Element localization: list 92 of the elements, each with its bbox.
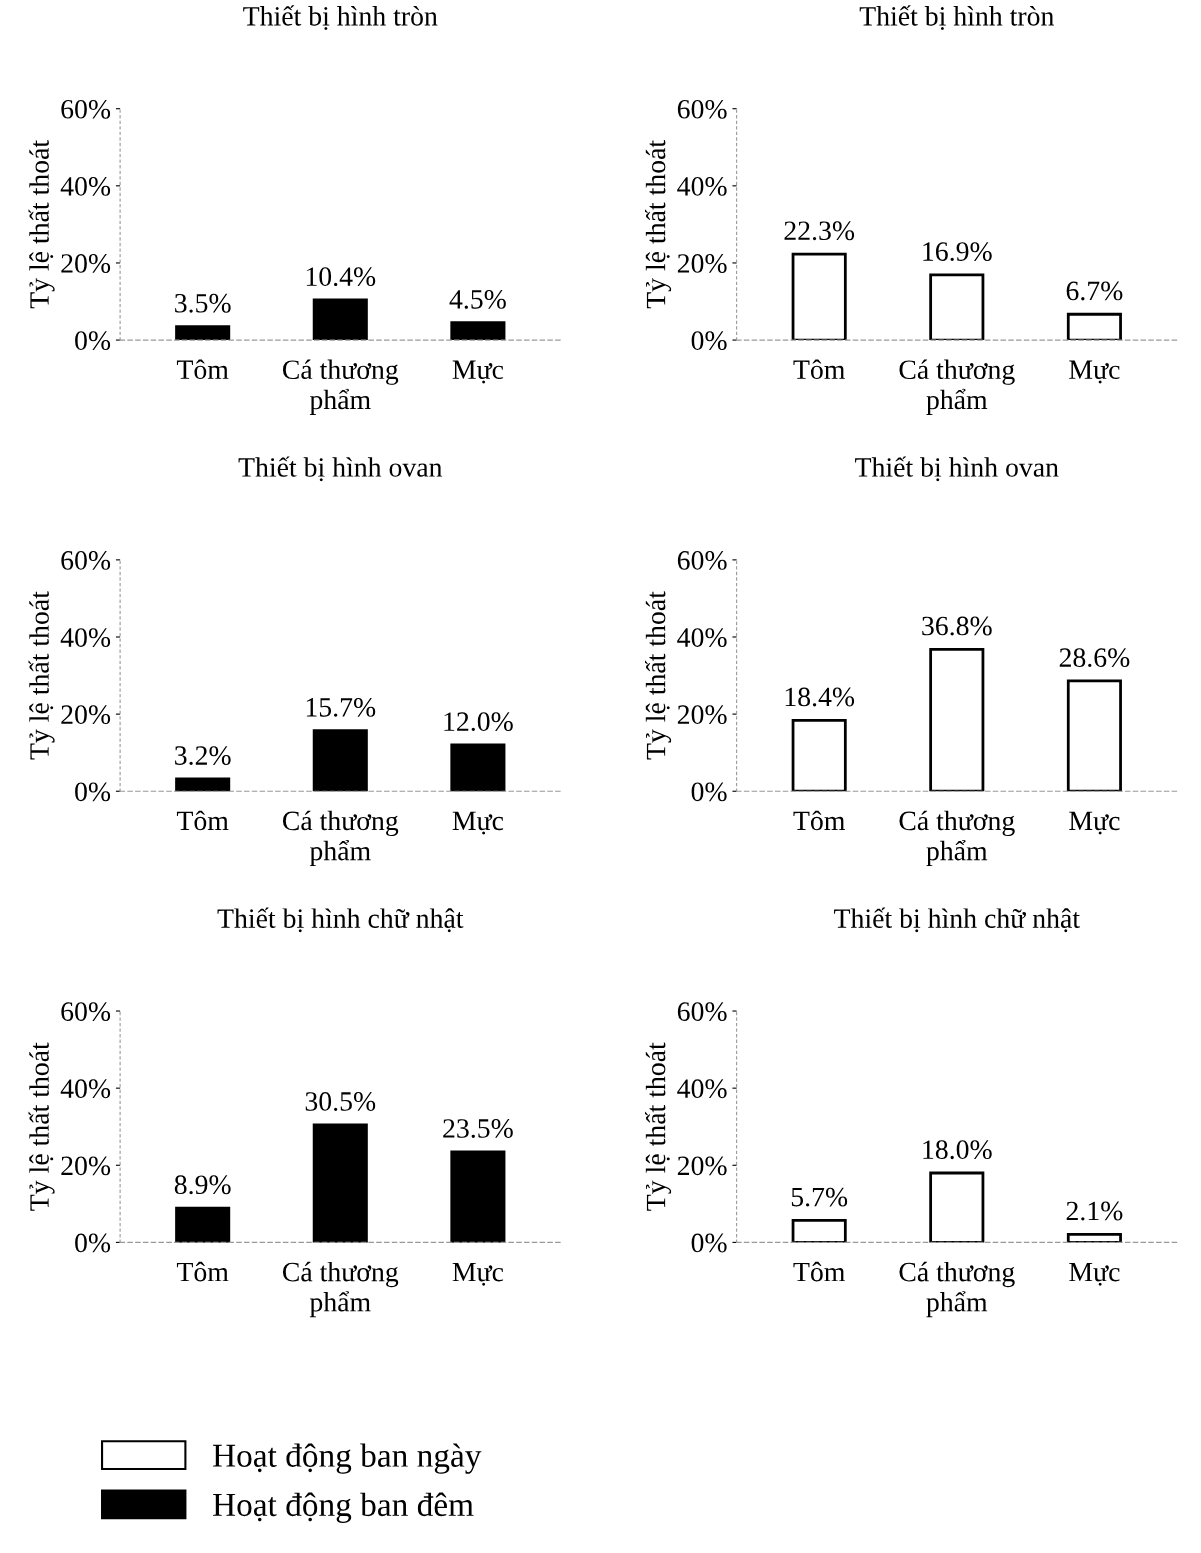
y-tick-label: 0% <box>75 1233 111 1253</box>
y-tick-label: 40% <box>60 1079 111 1099</box>
bar <box>450 1150 506 1243</box>
x-tick-label: Cá thương phẩm <box>899 1261 1015 1318</box>
bar <box>1066 1232 1122 1243</box>
data-label: 4.5% <box>449 290 506 309</box>
x-tick-label: Tôm <box>793 810 845 831</box>
x-tick-label: Cá thương phẩm <box>282 810 399 867</box>
x-tick-label: Mực <box>452 1262 504 1286</box>
x-tick-label: Tôm <box>176 810 229 831</box>
y-tick-label: 0% <box>691 1233 727 1253</box>
bar <box>312 1123 368 1243</box>
data-label: 15.7% <box>306 697 376 717</box>
text: Hoạt động ban ngày <box>213 1443 482 1474</box>
bar <box>175 1206 231 1243</box>
y-tick-label: 20% <box>677 254 727 273</box>
x-tick-label: Tôm <box>176 1261 229 1282</box>
chart-title: Thiết bị hình tròn <box>243 5 438 30</box>
y-tick-label: 60% <box>61 1002 111 1022</box>
x-tick-label: Cá thương phẩm <box>899 810 1015 867</box>
y-tick-label: 60% <box>61 99 111 119</box>
bar <box>791 718 847 792</box>
chart-title: Thiết bị hình ovan <box>855 456 1059 482</box>
y-tick-label: 40% <box>60 177 111 196</box>
bar <box>312 298 368 341</box>
bar <box>929 273 985 341</box>
y-axis-title: Tỷ lệ thất thoát <box>28 1042 55 1211</box>
bar <box>312 729 368 792</box>
data-label: 3.5% <box>175 293 231 313</box>
y-axis-title: Tỷ lệ thất thoát <box>645 140 672 309</box>
chart-title: Thiết bị hình chữ nhật <box>217 907 464 933</box>
data-label: 18.0% <box>923 1140 992 1160</box>
data-label: 16.9% <box>923 242 992 262</box>
data-label: 36.8% <box>922 616 992 636</box>
y-tick-label: 60% <box>61 551 111 570</box>
chart-title: Thiết bị hình chữ nhật <box>834 907 1080 933</box>
x-tick-label: Mực <box>1069 811 1120 835</box>
x-tick-label: Tôm <box>793 359 845 380</box>
data-label: 23.5% <box>443 1119 513 1138</box>
y-axis-title: Tỷ lệ thất thoát <box>645 1042 672 1211</box>
bar <box>929 647 985 792</box>
data-label: 2.1% <box>1066 1201 1123 1221</box>
y-tick-label: 20% <box>61 705 111 725</box>
y-axis-title: Tỷ lệ thất thoát <box>28 140 55 309</box>
y-tick-label: 0% <box>691 782 727 802</box>
bar <box>929 1171 985 1243</box>
y-tick-label: 40% <box>677 1079 727 1099</box>
bar <box>791 252 847 341</box>
bar <box>450 321 506 341</box>
x-tick-label: Mực <box>1069 360 1120 384</box>
y-axis-title: Tỷ lệ thất thoát <box>645 591 672 760</box>
x-tick-label: Cá thương phẩm <box>282 1261 399 1318</box>
y-tick-label: 60% <box>677 1002 727 1022</box>
data-label: 3.2% <box>175 746 231 766</box>
bar <box>450 743 506 792</box>
data-label: 12.0% <box>444 712 513 732</box>
bar <box>175 325 231 341</box>
data-label: 10.4% <box>306 267 376 287</box>
data-label: 5.7% <box>791 1187 848 1207</box>
data-label: 8.9% <box>174 1175 231 1195</box>
bar <box>1066 679 1122 792</box>
legend-label: Hoạt động ban đêm <box>213 1492 474 1523</box>
x-tick-label: Cá thương phẩm <box>282 359 399 415</box>
y-tick-label: 20% <box>677 705 727 725</box>
x-tick-label: Tôm <box>176 359 229 380</box>
y-tick-label: 20% <box>677 1156 727 1176</box>
y-tick-label: 20% <box>61 254 111 273</box>
bar <box>791 1219 847 1243</box>
x-tick-label: Mực <box>452 360 504 384</box>
chart-title: Thiết bị hình ovan <box>238 456 443 482</box>
data-label: 28.6% <box>1059 648 1130 668</box>
y-axis-title: Tỷ lệ thất thoát <box>28 591 55 760</box>
y-tick-label: 0% <box>75 331 111 351</box>
x-tick-label: Tôm <box>793 1261 845 1282</box>
y-tick-label: 40% <box>677 177 727 196</box>
data-label: 30.5% <box>305 1092 376 1111</box>
chart-title: Thiết bị hình tròn <box>859 5 1054 30</box>
y-tick-label: 0% <box>691 331 727 351</box>
x-tick-label: Cá thương phẩm <box>899 359 1015 415</box>
y-tick-label: 60% <box>677 551 727 570</box>
y-tick-label: 20% <box>61 1156 111 1176</box>
y-tick-label: 40% <box>60 628 111 647</box>
data-label: 22.3% <box>784 221 855 241</box>
y-tick-label: 40% <box>677 628 727 647</box>
bar <box>1066 312 1122 341</box>
x-tick-label: Mực <box>1069 1262 1120 1286</box>
x-tick-label: Mực <box>452 811 504 835</box>
y-tick-label: 0% <box>75 782 111 802</box>
data-label: 18.4% <box>785 687 855 707</box>
bar <box>175 777 231 792</box>
y-tick-label: 60% <box>677 99 727 119</box>
data-label: 6.7% <box>1066 281 1123 301</box>
